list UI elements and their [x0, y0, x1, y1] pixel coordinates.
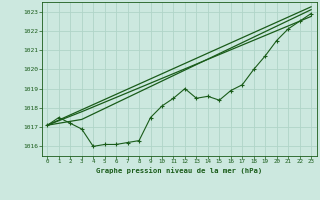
X-axis label: Graphe pression niveau de la mer (hPa): Graphe pression niveau de la mer (hPa) — [96, 167, 262, 174]
